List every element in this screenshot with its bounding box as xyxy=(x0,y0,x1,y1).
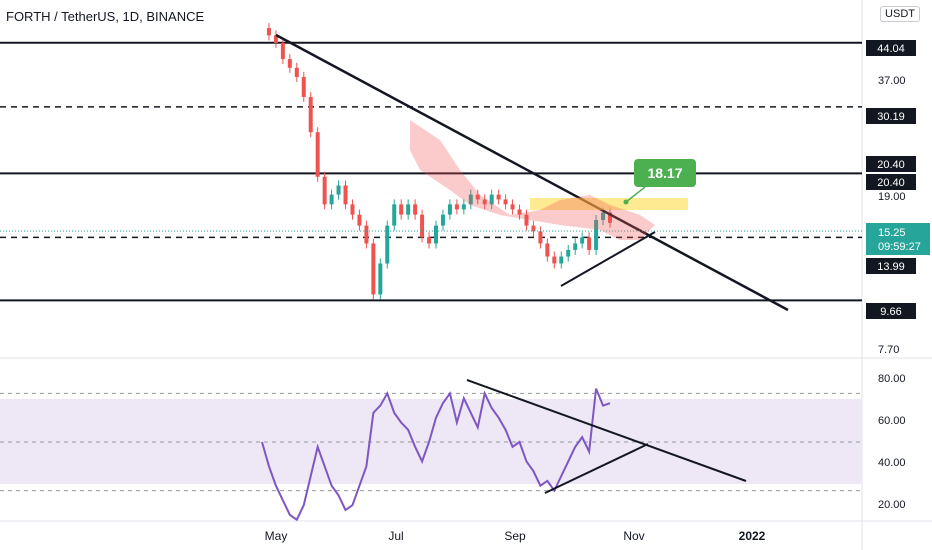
price-uptrend-line[interactable] xyxy=(560,231,656,287)
candle xyxy=(510,204,515,210)
candle xyxy=(266,28,271,36)
candle xyxy=(559,256,564,264)
candle xyxy=(350,204,355,215)
candle xyxy=(503,199,508,205)
current-price-label: 15.25 xyxy=(878,227,906,239)
candle xyxy=(357,214,362,226)
level-label: 20.40 xyxy=(877,177,905,189)
rsi-tick-label: 20.00 xyxy=(878,499,906,511)
level-label: 9.66 xyxy=(880,306,901,318)
level-label: 13.99 xyxy=(877,261,905,273)
candle xyxy=(566,249,571,257)
candle xyxy=(427,237,432,244)
candle xyxy=(336,185,341,195)
candle xyxy=(308,96,313,133)
chart-title: FORTH / TetherUS, 1D, BINANCE xyxy=(6,9,205,24)
rsi-uptrend-line[interactable] xyxy=(544,443,649,494)
candle xyxy=(343,185,348,205)
candle xyxy=(454,204,459,210)
candle xyxy=(378,263,383,295)
level-label: 30.19 xyxy=(877,111,905,123)
countdown-label: 09:59:27 xyxy=(878,241,921,253)
level-label: 20.40 xyxy=(877,159,905,171)
rsi-tick-label: 40.00 xyxy=(878,457,906,469)
candle xyxy=(545,243,550,257)
candle xyxy=(280,42,285,60)
price-downtrend-line[interactable] xyxy=(275,33,789,312)
price-tick-label: 7.70 xyxy=(878,344,899,356)
candle xyxy=(315,132,320,177)
candle xyxy=(447,204,452,215)
candle xyxy=(406,204,411,215)
rsi-tick-label: 80.00 xyxy=(878,373,906,385)
candle xyxy=(273,35,278,43)
candle xyxy=(496,194,501,200)
level-label: 44.04 xyxy=(877,43,905,55)
candle xyxy=(608,212,612,223)
candle xyxy=(552,256,557,264)
x-tick-label: 2022 xyxy=(739,529,766,543)
candle xyxy=(594,220,599,250)
candle xyxy=(287,59,292,68)
currency-button[interactable]: USDT xyxy=(880,6,920,22)
candle xyxy=(524,214,529,226)
ichimoku-cloud xyxy=(410,120,655,240)
candle xyxy=(434,225,438,244)
price-tick-label: 37.00 xyxy=(878,75,906,87)
candle xyxy=(399,204,404,215)
candle xyxy=(413,204,418,215)
candle xyxy=(468,194,473,205)
rsi-downtrend-line[interactable] xyxy=(466,379,747,482)
candle xyxy=(392,204,397,226)
candle xyxy=(475,194,480,200)
candle xyxy=(601,212,606,221)
x-tick-label: Sep xyxy=(504,529,526,543)
candle xyxy=(385,225,390,264)
annotation-text: 18.17 xyxy=(647,165,682,181)
candle xyxy=(371,243,376,295)
candle xyxy=(301,76,306,97)
x-tick-label: May xyxy=(265,529,288,543)
candle xyxy=(294,67,299,77)
resistance-zone xyxy=(530,198,688,210)
annotation-pointer xyxy=(625,186,646,203)
candle xyxy=(587,237,592,250)
x-tick-label: Nov xyxy=(623,529,644,543)
candle xyxy=(364,225,369,244)
candle xyxy=(420,214,425,238)
candle xyxy=(482,199,487,205)
candle xyxy=(580,237,585,244)
candle xyxy=(440,214,445,226)
candle xyxy=(322,176,327,205)
x-tick-label: Jul xyxy=(388,529,403,543)
candle xyxy=(573,243,578,250)
rsi-line xyxy=(261,388,611,522)
candle xyxy=(489,194,494,205)
rsi-tick-label: 60.00 xyxy=(878,415,906,427)
price-tick-label: 19.00 xyxy=(878,191,906,203)
candle xyxy=(531,225,536,232)
candle xyxy=(329,194,334,205)
candle xyxy=(538,231,543,244)
rsi-band xyxy=(0,399,862,484)
annotation-badge[interactable] xyxy=(634,159,696,187)
candle xyxy=(517,209,522,215)
candle xyxy=(461,204,466,210)
